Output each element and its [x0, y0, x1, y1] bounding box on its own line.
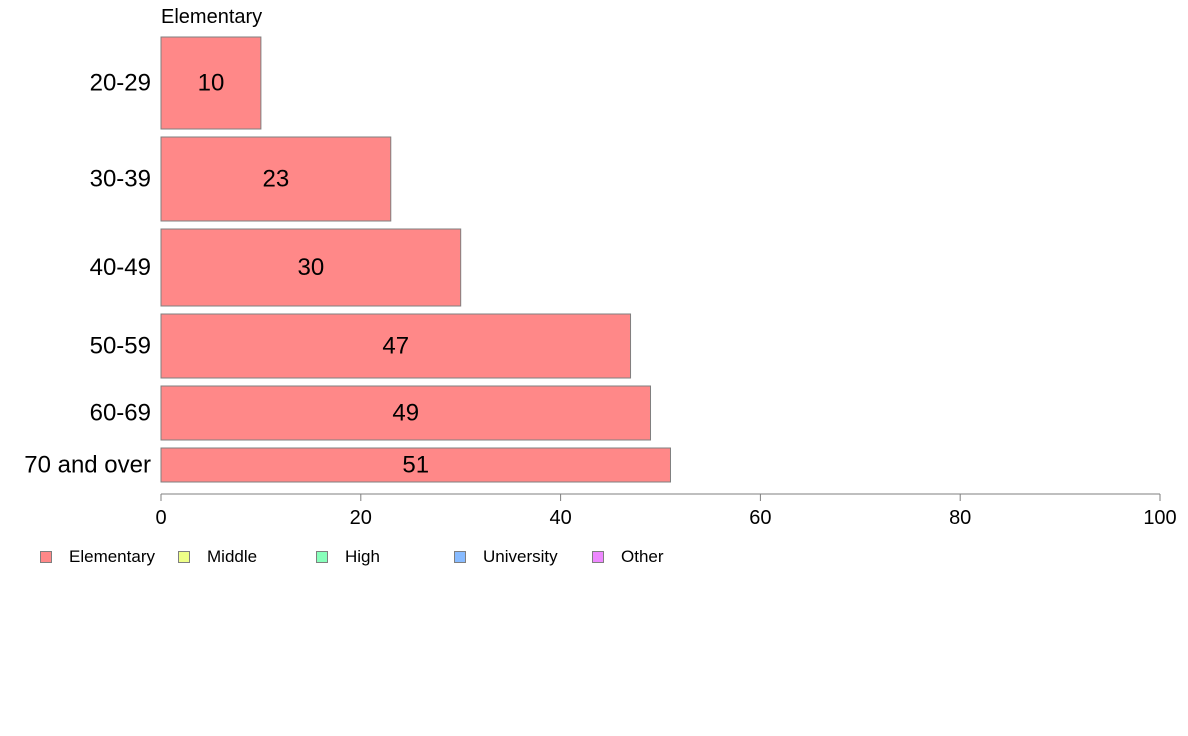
legend-item-elementary: Elementary — [40, 547, 155, 567]
x-tick-label-40: 40 — [549, 507, 571, 529]
legend-label-other: Other — [621, 547, 664, 566]
value-label-50-59: 47 — [382, 333, 409, 360]
bar-60-69 — [160, 385, 652, 441]
category-label-30-39: 30-39 — [90, 166, 151, 193]
value-label-60-69: 49 — [392, 400, 419, 427]
legend-item-middle: Middle — [178, 547, 257, 567]
bar-40-49 — [160, 228, 462, 307]
bar-70-and-over — [160, 447, 671, 483]
legend-label-university: University — [483, 547, 558, 566]
legend-label-elementary: Elementary — [69, 547, 155, 566]
x-ticks: 0 20 40 60 80 100 — [155, 494, 1177, 529]
category-label-70-and-over: 70 and over — [24, 452, 151, 479]
category-labels: 20-29 30-39 40-49 50-59 60-69 70 and over — [24, 70, 151, 479]
legend-swatch-middle — [178, 551, 190, 563]
value-label-20-29: 10 — [198, 70, 225, 97]
x-tick-label-80: 80 — [949, 507, 971, 529]
category-label-40-49: 40-49 — [90, 254, 151, 281]
legend-swatch-other — [592, 551, 604, 563]
category-label-60-69: 60-69 — [90, 400, 151, 427]
bar-30-39 — [160, 136, 392, 222]
legend-label-middle: Middle — [207, 547, 258, 566]
x-tick-label-20: 20 — [350, 507, 372, 529]
bar-50-59 — [160, 313, 632, 379]
legend-swatch-elementary — [40, 551, 52, 563]
legend-swatch-high — [316, 551, 328, 563]
category-label-50-59: 50-59 — [90, 333, 151, 360]
value-labels: 10 23 30 47 49 51 — [198, 70, 429, 479]
bars-layer — [160, 36, 671, 483]
x-tick-label-60: 60 — [749, 507, 771, 529]
legend-label-high: High — [345, 547, 380, 566]
category-label-20-29: 20-29 — [90, 70, 151, 97]
x-tick-label-0: 0 — [155, 507, 166, 529]
x-axis: 0 20 40 60 80 100 — [155, 493, 1177, 529]
legend-item-high: High — [316, 547, 380, 567]
legend-item-university: University — [454, 547, 558, 567]
bar-20-29 — [160, 36, 262, 130]
x-tick-label-100: 100 — [1143, 507, 1176, 529]
legend-item-other: Other — [592, 547, 664, 567]
value-label-40-49: 30 — [297, 254, 324, 281]
legend-swatch-university — [454, 551, 466, 563]
panel-title: Elementary — [161, 6, 262, 28]
value-label-30-39: 23 — [263, 166, 290, 193]
value-label-70-and-over: 51 — [402, 452, 429, 479]
